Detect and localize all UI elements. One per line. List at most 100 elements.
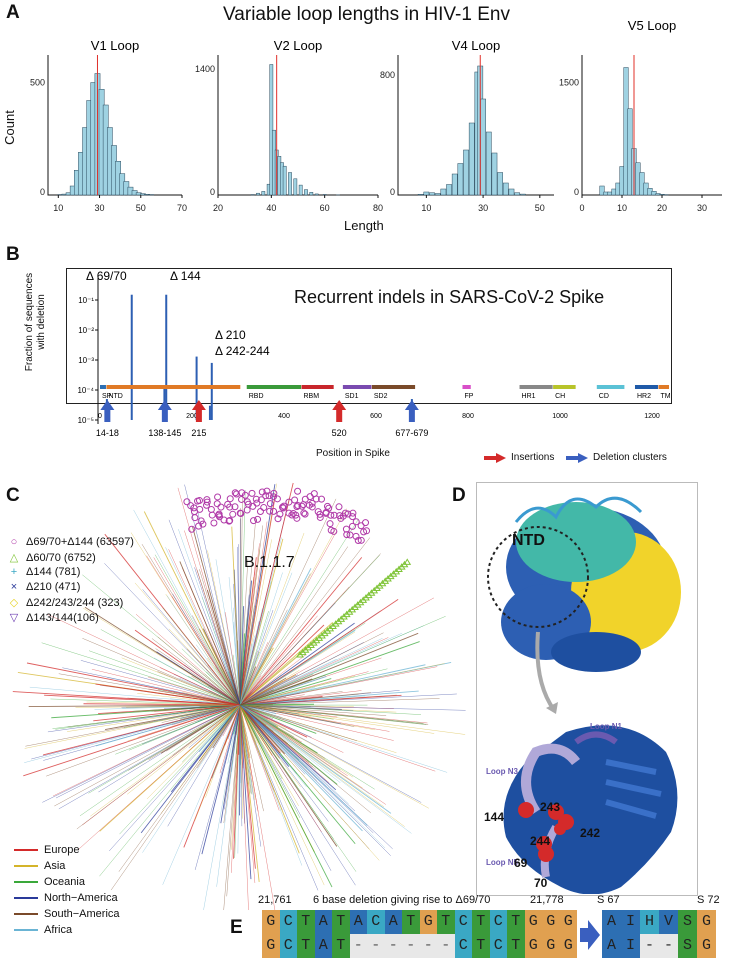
b117-marker — [293, 514, 301, 522]
nucleotide-cell: T — [297, 934, 315, 958]
tree-branch — [239, 532, 305, 706]
b117-marker — [253, 499, 261, 507]
x-tick: 50 — [535, 203, 545, 213]
region-line-icon — [14, 897, 38, 899]
x-tick: 10 — [617, 203, 627, 213]
histogram-bar — [519, 193, 526, 196]
deletion-legend-item: ◇ Δ242/243/244 (323) — [8, 596, 124, 610]
domain-bar — [519, 385, 553, 389]
tree-branch — [181, 648, 241, 706]
deletion-caption: 6 base deletion giving rise to Δ69/70 — [313, 894, 491, 906]
b117-marker — [298, 502, 306, 510]
tree-branch — [239, 704, 325, 886]
tree-branch — [127, 704, 241, 795]
b117-marker — [349, 513, 357, 521]
b117-marker — [226, 495, 234, 503]
tree-branch — [239, 704, 436, 772]
tree-branch — [91, 669, 241, 706]
log-y-tick: 10⁻¹ — [78, 296, 94, 305]
tree-branch — [90, 704, 241, 817]
nucleotide-cell: C — [454, 910, 472, 934]
nucleotide-cell: - — [384, 934, 402, 958]
tree-branch — [207, 664, 241, 706]
tree-branch — [239, 666, 299, 706]
tree-branch — [239, 704, 248, 760]
histogram-bar — [304, 189, 308, 196]
histogram-bar — [491, 152, 498, 196]
tree-branch — [239, 608, 263, 706]
domain-label: CD — [599, 393, 609, 400]
x-tick: 0 — [579, 203, 584, 213]
tree-branch — [239, 632, 384, 706]
nucleotide-cell: G — [559, 934, 577, 958]
tree-branch — [239, 704, 392, 814]
b117-marker — [191, 514, 199, 522]
deletion-peak — [130, 294, 133, 420]
b117-marker — [213, 500, 221, 508]
b117-marker — [208, 511, 216, 519]
nucleotide-cell: T — [437, 910, 455, 934]
b117-marker — [363, 527, 371, 535]
tree-branch — [151, 638, 241, 706]
tree-branch — [239, 609, 274, 706]
histogram-bar — [322, 194, 327, 196]
tree-branch — [239, 543, 260, 706]
domain-bar — [371, 385, 416, 389]
region-line-icon — [14, 865, 38, 867]
tree-branch — [93, 704, 241, 722]
region-legend-item: Europe — [14, 844, 79, 856]
amino-acid-cell: S — [678, 910, 697, 934]
tree-branch — [239, 704, 341, 783]
peak-annotation: Δ 144 — [170, 269, 201, 283]
arrow-label: 520 — [332, 428, 347, 438]
tree-branch — [239, 704, 264, 812]
residue-144: 144 — [484, 810, 505, 824]
tree-branch — [239, 557, 363, 706]
tree-branch — [239, 704, 256, 883]
tree-branch — [128, 704, 241, 751]
domain-label: SP — [102, 393, 112, 400]
domain-bar — [634, 385, 658, 389]
trimer-view — [487, 496, 681, 672]
tree-branch — [239, 704, 435, 734]
amino-acid-cell: - — [640, 934, 659, 958]
amino-acid-cell: I — [621, 934, 640, 958]
histogram-bar — [451, 173, 458, 196]
tree-branch — [26, 662, 241, 706]
nucleotide-cell: T — [472, 934, 490, 958]
clade-label: B.1.1.7 — [244, 554, 295, 571]
legend-symbol-icon: + — [10, 566, 18, 578]
tree-branch — [146, 555, 241, 706]
tree-branch — [134, 582, 241, 706]
tree-branch — [76, 704, 241, 830]
b117-marker — [291, 496, 299, 504]
tree-branch — [239, 670, 300, 706]
tree-branch — [239, 687, 316, 706]
b117-marker — [215, 510, 223, 518]
tree-branch — [220, 704, 241, 824]
nucleotide-cell: C — [454, 934, 472, 958]
nucleotide-cell: T — [402, 910, 420, 934]
domain-bar — [658, 385, 670, 389]
tree-branch — [239, 482, 294, 706]
tree-branch — [238, 704, 241, 755]
nucleotide-cell: - — [402, 934, 420, 958]
nucleotide-cell: T — [297, 910, 315, 934]
tree-branch — [115, 704, 241, 755]
tree-branch — [94, 704, 241, 710]
panel-a-xlabel: Length — [344, 218, 384, 233]
nucleotide-cell: A — [349, 910, 367, 934]
region-label: Oceania — [44, 876, 85, 888]
log-y-tick: 10⁻² — [78, 326, 94, 335]
tree-branch — [192, 704, 241, 733]
tree-branch — [239, 691, 343, 706]
peak-annotation: Δ 210 — [215, 328, 246, 342]
tree-branch — [110, 704, 241, 891]
tree-branch — [196, 569, 241, 706]
region-legend-item: North−America — [14, 892, 118, 904]
x-tick: 80 — [373, 203, 383, 213]
b117-marker — [318, 495, 326, 503]
b117-marker — [241, 491, 249, 499]
histogram-bar — [485, 131, 492, 196]
tree-branch — [133, 509, 241, 706]
